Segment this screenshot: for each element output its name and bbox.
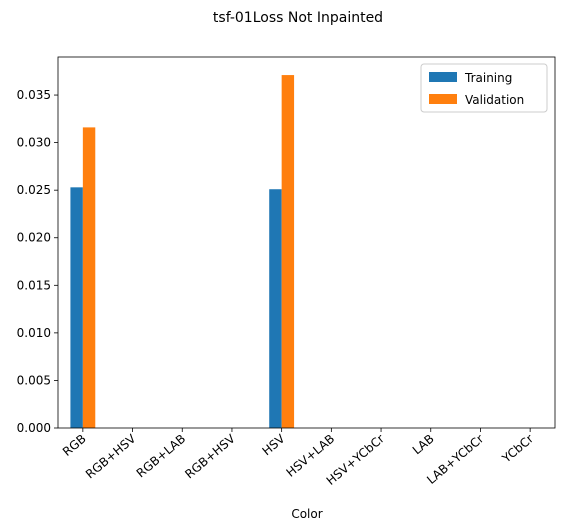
bar-validation-0 — [82, 127, 96, 428]
y-tick-label: 0.005 — [17, 373, 51, 387]
bar-training-4 — [269, 189, 282, 428]
y-tick-label: 0.020 — [17, 231, 51, 245]
x-tick-label: YCbCr — [499, 432, 536, 467]
y-tick-label: 0.030 — [17, 136, 51, 150]
bar-validation-4 — [281, 75, 295, 428]
x-tick-label: RGB — [60, 432, 89, 459]
x-tick-label: HSV — [260, 431, 289, 458]
legend-label-training: Training — [464, 71, 512, 85]
y-tick-label: 0.010 — [17, 326, 51, 340]
y-axis: 0.000 0.005 0.010 0.015 0.020 0.025 0.030 0.035 — [17, 88, 58, 435]
x-tick-label: LAB — [410, 432, 437, 458]
legend: Training Validation — [420, 63, 548, 113]
y-tick-label: 0.000 — [17, 421, 51, 435]
x-tick-label: RGB+HSV — [182, 431, 238, 481]
axes-frame — [57, 56, 556, 429]
legend-swatch-validation — [429, 94, 457, 104]
y-tick-label: 0.015 — [17, 278, 51, 292]
y-tick-label: 0.035 — [17, 88, 51, 102]
y-tick-label: 0.025 — [17, 183, 51, 197]
x-tick-label: RGB+HSV — [83, 431, 139, 481]
x-axis-label: Color — [291, 507, 322, 521]
chart-title: tsf-01Loss Not Inpainted — [213, 10, 383, 26]
plot-area — [57, 56, 556, 429]
legend-label-validation: Validation — [465, 93, 524, 107]
bar-training-0 — [70, 187, 83, 428]
x-tick-label: RGB+LAB — [134, 432, 188, 481]
legend-swatch-training — [429, 72, 457, 82]
